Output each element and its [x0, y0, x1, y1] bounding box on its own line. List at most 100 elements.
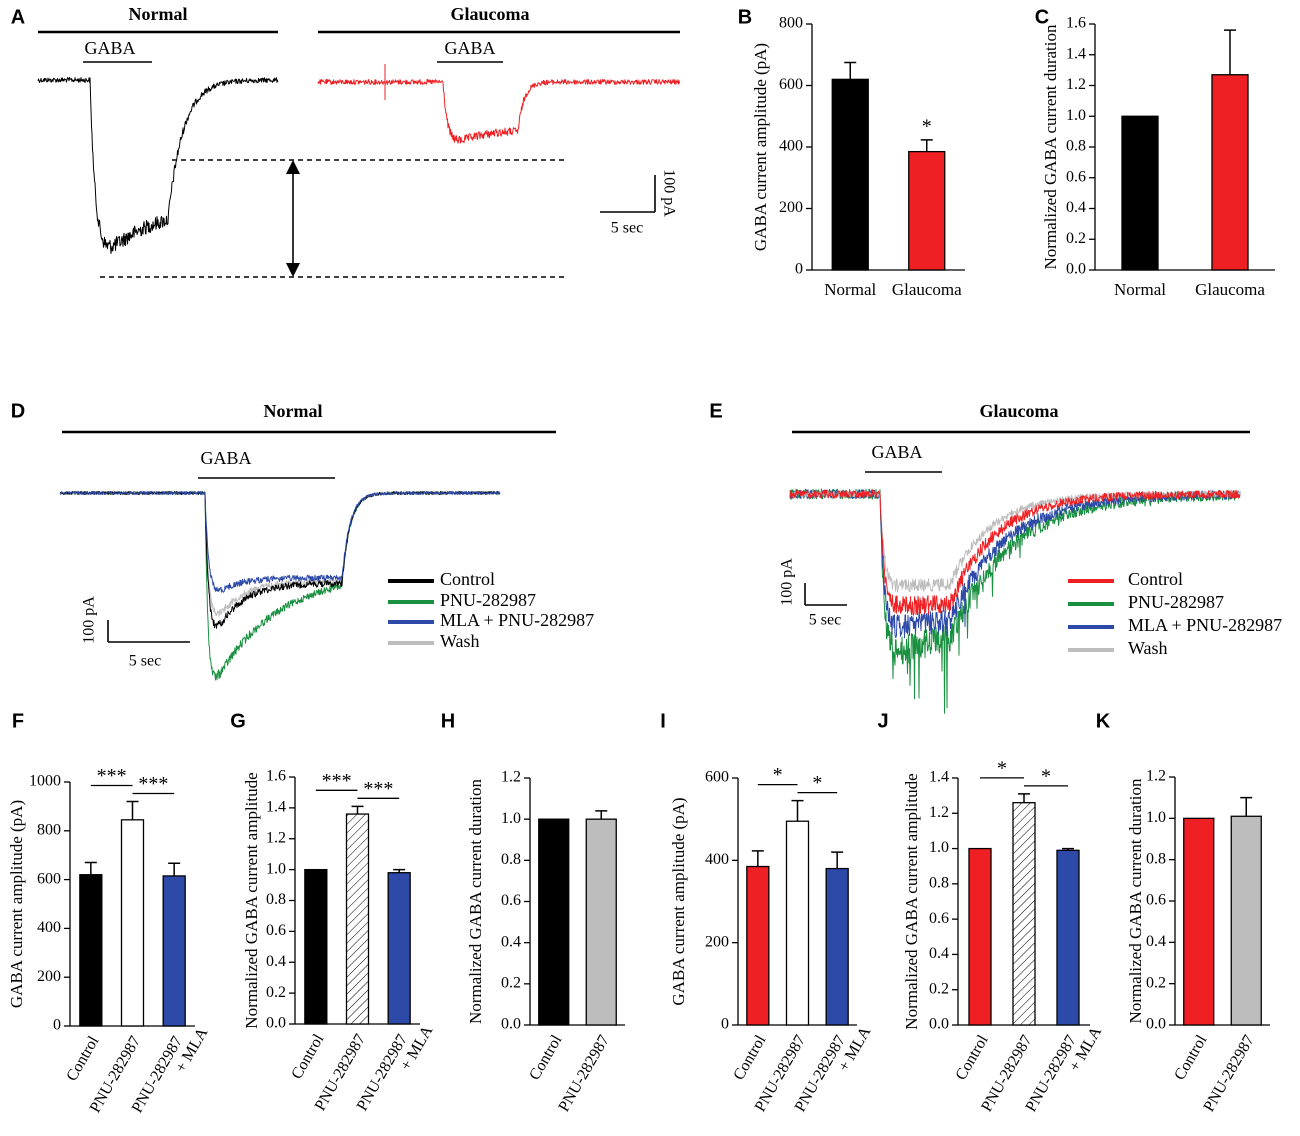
x-tick-label: Control	[1171, 1032, 1210, 1083]
scale-x-label: 5 sec	[129, 653, 161, 670]
error-bar	[595, 810, 608, 820]
x-tick-label: Normal	[824, 280, 876, 299]
legend-label: Wash	[440, 631, 480, 651]
bar	[162, 875, 186, 1027]
y-tick-label: 0.6	[1066, 168, 1086, 185]
legend-label: Wash	[1128, 638, 1168, 658]
error-bar	[351, 805, 364, 815]
bar	[908, 150, 946, 271]
y-tick-label: 0.8	[266, 891, 286, 908]
panel-letter: A	[11, 6, 25, 28]
y-tick-label: 1.0	[501, 810, 521, 827]
significance: *	[773, 764, 783, 786]
y-tick-label: 0.4	[266, 953, 286, 970]
y-axis-label: Normalized GABA current duration	[1126, 778, 1145, 1024]
x-tick-label: Control	[952, 1032, 991, 1083]
trace	[317, 79, 681, 144]
error-bar	[1240, 796, 1253, 817]
y-tick-label: 0.0	[929, 1016, 949, 1033]
y-tick-label: 1.0	[1146, 809, 1166, 826]
error-bar	[751, 850, 764, 867]
y-tick-label: 0.4	[1066, 199, 1086, 216]
y-tick-label: 1.6	[266, 768, 286, 785]
y-tick-label: 0.0	[501, 1016, 521, 1033]
error-bar	[1062, 847, 1074, 851]
y-tick-label: 0.8	[1066, 138, 1086, 155]
legend-label: PNU-282987	[440, 590, 536, 610]
bar	[585, 818, 617, 1026]
bar	[1121, 115, 1159, 271]
y-tick-label: 0	[795, 261, 803, 278]
bar	[825, 867, 849, 1026]
significance: ***	[363, 778, 393, 800]
y-tick-label: 0.4	[929, 945, 949, 962]
bar	[79, 874, 103, 1027]
panel-letter: C	[1035, 6, 1049, 28]
x-tick-label: Control	[526, 1032, 565, 1083]
trace-title: Normal	[264, 401, 323, 421]
y-tick-label: 1.2	[501, 769, 521, 786]
trace	[59, 491, 501, 617]
x-tick-label: PNU-282987	[1200, 1032, 1257, 1114]
y-tick-label: 0.4	[501, 933, 521, 950]
error-bar	[791, 799, 804, 822]
y-tick-label: 0.0	[1146, 1016, 1166, 1033]
y-tick-label: 0.6	[501, 892, 521, 909]
scale-y-label: 100 pA	[81, 596, 98, 644]
x-tick-label: PNU-282987 + MLA	[128, 1016, 211, 1125]
y-tick-label: 1000	[29, 773, 61, 790]
y-tick-label: 0.8	[1146, 850, 1166, 867]
y-tick-label: 0.2	[501, 975, 521, 992]
trace-title: Normal	[129, 4, 188, 24]
y-axis-label: GABA current amplitude (pA)	[669, 797, 688, 1005]
y-tick-label: 0.2	[929, 980, 949, 997]
y-tick-label: 0	[721, 1016, 729, 1033]
y-tick-label: 0.0	[1066, 261, 1086, 278]
legend-label: Control	[440, 569, 495, 589]
significance: *	[922, 116, 932, 138]
y-tick-label: 1.4	[929, 769, 949, 786]
scale-y-label: 100 pA	[779, 558, 796, 606]
y-tick-label: 200	[37, 968, 61, 985]
y-axis-label: GABA current amplitude (pA)	[751, 43, 770, 251]
y-tick-label: 600	[779, 76, 803, 93]
x-tick-label: PNU-282987 + MLA	[1022, 1015, 1105, 1124]
y-tick-label: 0.6	[929, 910, 949, 927]
y-tick-label: 1.0	[929, 839, 949, 856]
stimulus-label: GABA	[444, 38, 495, 58]
error-bar	[1224, 29, 1236, 75]
scale-y-label: 100 pA	[660, 169, 677, 217]
y-tick-label: 1.2	[1146, 768, 1166, 785]
significance: *	[1041, 765, 1051, 787]
y-tick-label: 1.6	[1066, 15, 1086, 32]
scale-x-label: 5 sec	[809, 612, 841, 629]
legend-label: MLA + PNU-282987	[440, 610, 594, 630]
y-axis-label: GABA current amplitude (pA)	[7, 800, 26, 1008]
y-tick-label: 1.2	[1066, 76, 1086, 93]
bar	[1211, 74, 1249, 271]
bar	[785, 820, 810, 1026]
y-tick-label: 1.0	[266, 860, 286, 877]
panel-letter: G	[230, 710, 246, 732]
y-tick-label: 400	[779, 138, 803, 155]
bar	[304, 868, 328, 1025]
legend-label: MLA + PNU-282987	[1128, 615, 1282, 635]
x-tick-label: PNU-282987 + MLA	[353, 1014, 436, 1123]
bar	[1183, 817, 1215, 1026]
y-tick-label: 600	[37, 870, 61, 887]
y-tick-label: 800	[779, 15, 803, 32]
error-bar	[920, 139, 933, 152]
error-bar	[126, 800, 139, 820]
y-axis-label: Normalized GABA current amplitude	[902, 773, 921, 1029]
y-tick-label: 0.2	[266, 984, 286, 1001]
bar	[120, 819, 145, 1027]
error-bar	[393, 868, 406, 873]
error-bar	[844, 61, 857, 80]
x-tick-label: Control	[730, 1032, 769, 1083]
panel-letter: I	[660, 710, 666, 732]
x-tick-label: Control	[288, 1031, 327, 1082]
trace-title: Glaucoma	[451, 4, 530, 24]
bar	[538, 818, 570, 1026]
